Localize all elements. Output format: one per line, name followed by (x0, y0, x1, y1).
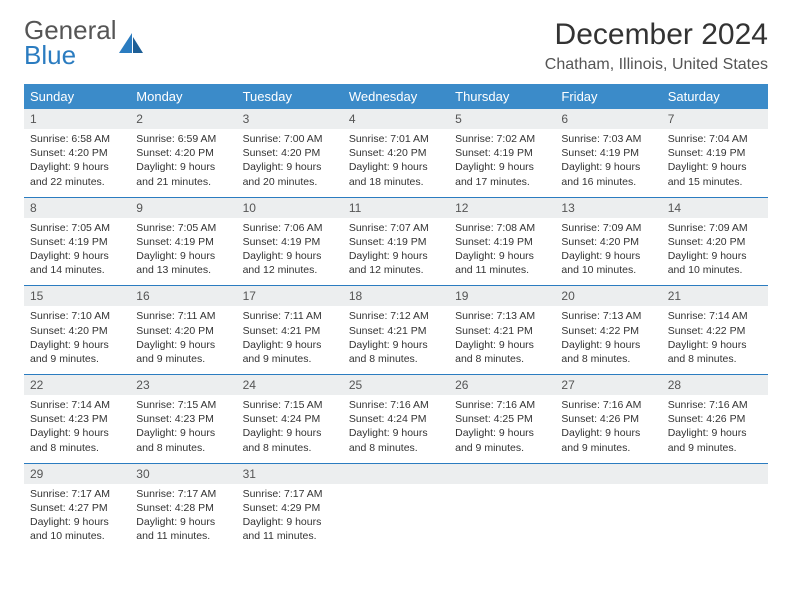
day-number-cell: 31 (237, 463, 343, 484)
day-number-cell: 29 (24, 463, 130, 484)
weekday-header: Saturday (662, 84, 768, 109)
day-detail-cell: Sunrise: 7:07 AMSunset: 4:19 PMDaylight:… (343, 218, 449, 286)
day-detail-cell: Sunrise: 6:58 AMSunset: 4:20 PMDaylight:… (24, 129, 130, 197)
day-detail-cell (555, 484, 661, 552)
weekday-header: Wednesday (343, 84, 449, 109)
day-detail-cell: Sunrise: 7:04 AMSunset: 4:19 PMDaylight:… (662, 129, 768, 197)
day-number-cell: 3 (237, 109, 343, 129)
logo: General Blue (24, 18, 145, 67)
logo-line1: General (24, 18, 117, 43)
day-detail-cell: Sunrise: 7:16 AMSunset: 4:24 PMDaylight:… (343, 395, 449, 463)
daynum-row: 293031 (24, 463, 768, 484)
detail-row: Sunrise: 6:58 AMSunset: 4:20 PMDaylight:… (24, 129, 768, 197)
header: General Blue December 2024 Chatham, Illi… (24, 18, 768, 74)
weekday-header-row: SundayMondayTuesdayWednesdayThursdayFrid… (24, 84, 768, 109)
day-detail-cell: Sunrise: 7:17 AMSunset: 4:29 PMDaylight:… (237, 484, 343, 552)
day-number-cell: 8 (24, 197, 130, 218)
day-number-cell: 9 (130, 197, 236, 218)
day-number-cell: 7 (662, 109, 768, 129)
day-detail-cell: Sunrise: 7:14 AMSunset: 4:22 PMDaylight:… (662, 306, 768, 374)
day-number-cell: 12 (449, 197, 555, 218)
day-detail-cell: Sunrise: 7:09 AMSunset: 4:20 PMDaylight:… (555, 218, 661, 286)
logo-text-block: General Blue (24, 18, 117, 67)
day-detail-cell: Sunrise: 7:17 AMSunset: 4:28 PMDaylight:… (130, 484, 236, 552)
day-detail-cell: Sunrise: 7:17 AMSunset: 4:27 PMDaylight:… (24, 484, 130, 552)
day-detail-cell: Sunrise: 7:15 AMSunset: 4:24 PMDaylight:… (237, 395, 343, 463)
detail-row: Sunrise: 7:05 AMSunset: 4:19 PMDaylight:… (24, 218, 768, 286)
daynum-row: 1234567 (24, 109, 768, 129)
day-number-cell: 21 (662, 286, 768, 307)
day-number-cell (662, 463, 768, 484)
day-detail-cell: Sunrise: 7:09 AMSunset: 4:20 PMDaylight:… (662, 218, 768, 286)
day-detail-cell: Sunrise: 7:15 AMSunset: 4:23 PMDaylight:… (130, 395, 236, 463)
day-number-cell: 24 (237, 375, 343, 396)
day-number-cell: 10 (237, 197, 343, 218)
weekday-header: Monday (130, 84, 236, 109)
day-detail-cell: Sunrise: 7:11 AMSunset: 4:21 PMDaylight:… (237, 306, 343, 374)
day-number-cell: 20 (555, 286, 661, 307)
day-number-cell: 1 (24, 109, 130, 129)
weekday-header: Tuesday (237, 84, 343, 109)
day-number-cell: 25 (343, 375, 449, 396)
day-detail-cell: Sunrise: 7:16 AMSunset: 4:26 PMDaylight:… (555, 395, 661, 463)
detail-row: Sunrise: 7:14 AMSunset: 4:23 PMDaylight:… (24, 395, 768, 463)
day-number-cell: 28 (662, 375, 768, 396)
day-detail-cell: Sunrise: 7:02 AMSunset: 4:19 PMDaylight:… (449, 129, 555, 197)
day-number-cell: 11 (343, 197, 449, 218)
day-detail-cell: Sunrise: 7:03 AMSunset: 4:19 PMDaylight:… (555, 129, 661, 197)
calendar-table: SundayMondayTuesdayWednesdayThursdayFrid… (24, 84, 768, 551)
day-detail-cell: Sunrise: 7:10 AMSunset: 4:20 PMDaylight:… (24, 306, 130, 374)
weekday-header: Friday (555, 84, 661, 109)
title-block: December 2024 Chatham, Illinois, United … (545, 18, 768, 74)
day-number-cell (555, 463, 661, 484)
day-detail-cell: Sunrise: 7:16 AMSunset: 4:26 PMDaylight:… (662, 395, 768, 463)
day-detail-cell: Sunrise: 7:16 AMSunset: 4:25 PMDaylight:… (449, 395, 555, 463)
daynum-row: 891011121314 (24, 197, 768, 218)
day-number-cell: 5 (449, 109, 555, 129)
day-detail-cell (449, 484, 555, 552)
day-number-cell: 2 (130, 109, 236, 129)
day-detail-cell: Sunrise: 7:01 AMSunset: 4:20 PMDaylight:… (343, 129, 449, 197)
logo-line2: Blue (24, 43, 117, 68)
day-number-cell: 4 (343, 109, 449, 129)
day-detail-cell: Sunrise: 7:05 AMSunset: 4:19 PMDaylight:… (130, 218, 236, 286)
day-detail-cell: Sunrise: 7:08 AMSunset: 4:19 PMDaylight:… (449, 218, 555, 286)
day-detail-cell: Sunrise: 7:05 AMSunset: 4:19 PMDaylight:… (24, 218, 130, 286)
daynum-row: 15161718192021 (24, 286, 768, 307)
day-detail-cell: Sunrise: 7:00 AMSunset: 4:20 PMDaylight:… (237, 129, 343, 197)
location: Chatham, Illinois, United States (545, 56, 768, 74)
day-number-cell: 23 (130, 375, 236, 396)
weekday-header: Sunday (24, 84, 130, 109)
day-detail-cell: Sunrise: 7:12 AMSunset: 4:21 PMDaylight:… (343, 306, 449, 374)
day-number-cell: 30 (130, 463, 236, 484)
day-detail-cell (343, 484, 449, 552)
day-number-cell: 15 (24, 286, 130, 307)
day-number-cell (449, 463, 555, 484)
month-title: December 2024 (545, 18, 768, 52)
day-number-cell: 17 (237, 286, 343, 307)
day-number-cell: 27 (555, 375, 661, 396)
detail-row: Sunrise: 7:17 AMSunset: 4:27 PMDaylight:… (24, 484, 768, 552)
day-number-cell: 22 (24, 375, 130, 396)
day-number-cell: 14 (662, 197, 768, 218)
weekday-header: Thursday (449, 84, 555, 109)
day-detail-cell: Sunrise: 7:11 AMSunset: 4:20 PMDaylight:… (130, 306, 236, 374)
day-number-cell: 26 (449, 375, 555, 396)
day-detail-cell (662, 484, 768, 552)
daynum-row: 22232425262728 (24, 375, 768, 396)
day-number-cell: 19 (449, 286, 555, 307)
day-number-cell: 6 (555, 109, 661, 129)
sail-icon (119, 33, 145, 53)
day-detail-cell: Sunrise: 7:14 AMSunset: 4:23 PMDaylight:… (24, 395, 130, 463)
day-number-cell (343, 463, 449, 484)
day-detail-cell: Sunrise: 7:13 AMSunset: 4:21 PMDaylight:… (449, 306, 555, 374)
day-detail-cell: Sunrise: 6:59 AMSunset: 4:20 PMDaylight:… (130, 129, 236, 197)
day-number-cell: 18 (343, 286, 449, 307)
day-detail-cell: Sunrise: 7:06 AMSunset: 4:19 PMDaylight:… (237, 218, 343, 286)
day-number-cell: 16 (130, 286, 236, 307)
detail-row: Sunrise: 7:10 AMSunset: 4:20 PMDaylight:… (24, 306, 768, 374)
day-detail-cell: Sunrise: 7:13 AMSunset: 4:22 PMDaylight:… (555, 306, 661, 374)
day-number-cell: 13 (555, 197, 661, 218)
